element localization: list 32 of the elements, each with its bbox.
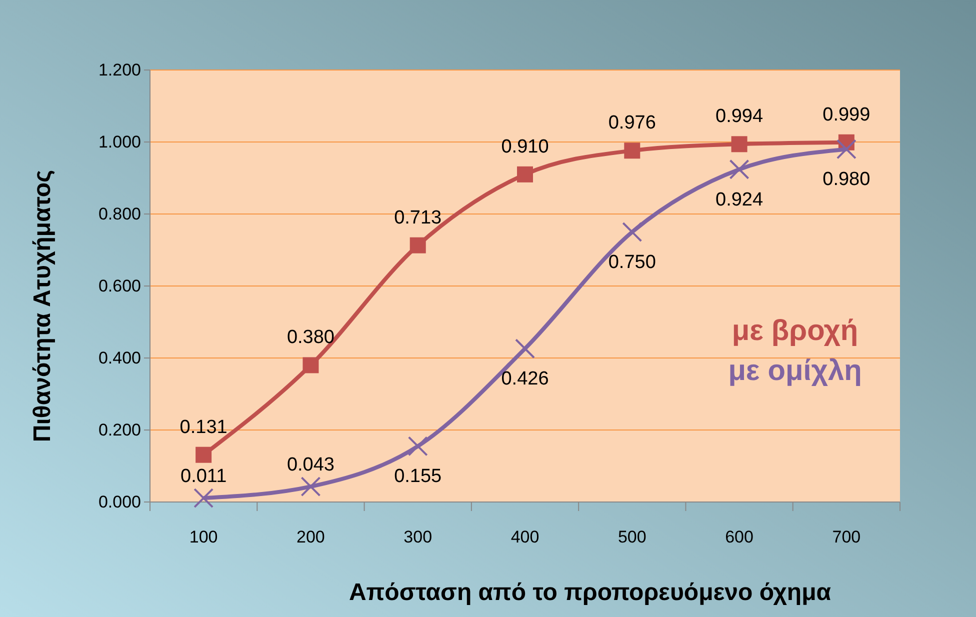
y-tick-label: 1.000 <box>98 132 141 152</box>
data-label: 0.380 <box>286 327 334 348</box>
data-label: 0.426 <box>501 368 549 390</box>
data-label: 0.980 <box>822 169 870 190</box>
x-tick-label: 300 <box>404 527 432 546</box>
data-label: 0.011 <box>180 466 227 488</box>
y-tick-label: 0.800 <box>98 204 141 224</box>
data-label: 0.713 <box>394 207 442 228</box>
x-tick-label: 400 <box>510 527 540 546</box>
y-tick-label: 1.200 <box>98 60 141 80</box>
y-tick-label: 0.400 <box>98 348 141 368</box>
data-label: 0.994 <box>716 106 764 128</box>
data-label: 0.155 <box>394 466 442 488</box>
y-tick-label: 0.200 <box>98 420 141 440</box>
x-tick-label: 200 <box>296 527 325 546</box>
data-label: 0.750 <box>608 252 656 273</box>
data-label: 0.999 <box>822 104 870 126</box>
x-tick-label: 700 <box>832 527 861 546</box>
data-label: 0.043 <box>286 454 334 476</box>
data-label: 0.924 <box>716 189 764 210</box>
data-label: 0.131 <box>180 416 228 438</box>
x-tick-label: 600 <box>725 527 754 546</box>
x-tick-label: 100 <box>189 527 218 546</box>
y-tick-label: 0.000 <box>98 492 141 512</box>
data-label: 0.910 <box>501 136 549 158</box>
data-label: 0.976 <box>608 112 656 134</box>
x-axis-title: Απόσταση από το προπορευόμενο όχημα <box>348 579 832 606</box>
x-tick-label: 500 <box>618 527 646 546</box>
y-tick-label: 0.600 <box>98 276 141 296</box>
text: με ομίχλη <box>728 355 862 387</box>
text: με βροχή <box>732 315 858 347</box>
y-axis-title: Πιθανότητα Ατυχήματος <box>29 170 56 442</box>
